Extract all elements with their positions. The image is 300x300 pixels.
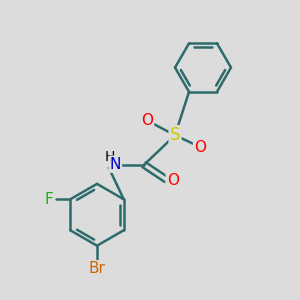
Text: Br: Br — [88, 261, 105, 276]
Text: H: H — [104, 150, 115, 164]
Text: O: O — [194, 140, 206, 154]
Text: N: N — [110, 157, 121, 172]
Text: O: O — [141, 113, 153, 128]
Text: O: O — [167, 173, 179, 188]
Text: F: F — [45, 192, 53, 207]
Text: S: S — [170, 126, 180, 144]
